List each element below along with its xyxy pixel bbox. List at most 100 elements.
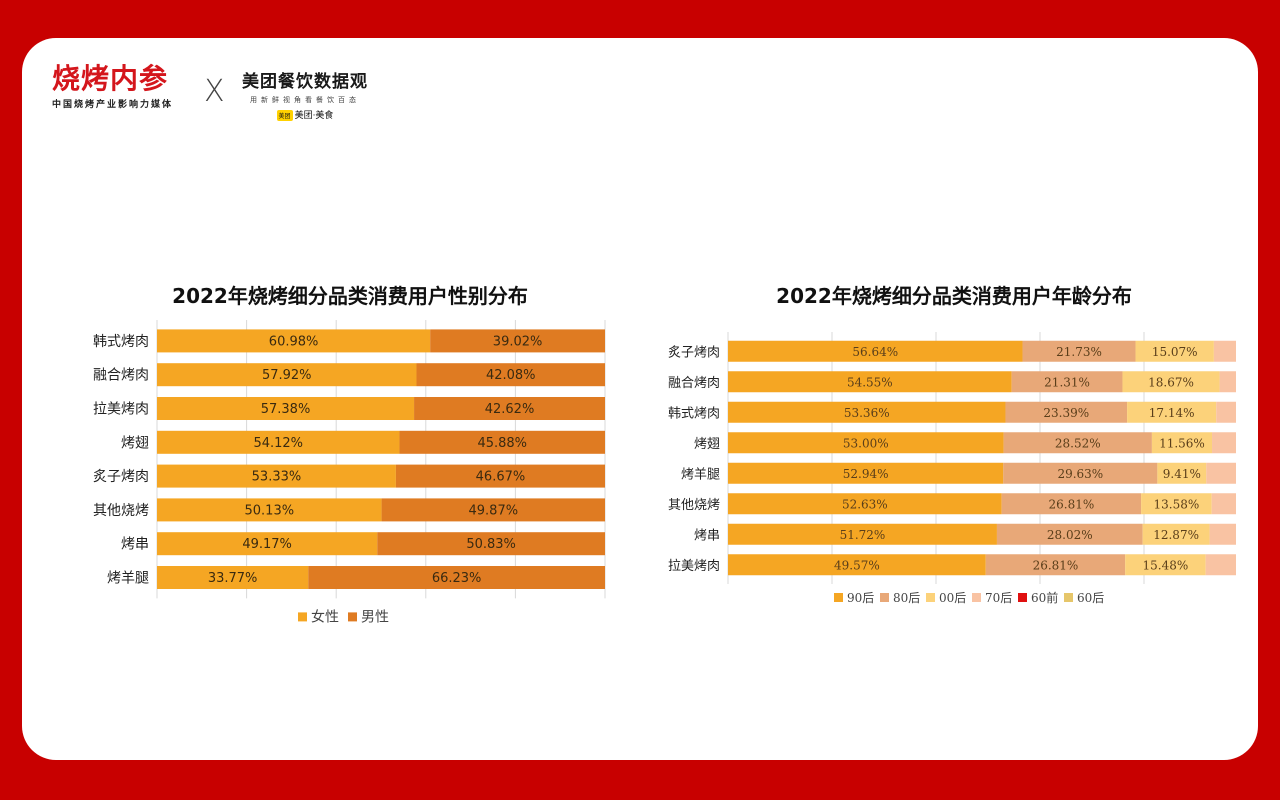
bar-segment [1003,432,1152,454]
legend-label: 女性 [311,608,339,625]
bar-segment [996,523,1143,545]
bar-segment [1206,462,1240,484]
data-label: 49.57% [834,558,880,572]
bar-segment [1212,432,1243,454]
bar-segment [157,397,415,420]
data-label: 29.63% [1057,467,1103,481]
bar-segment [381,498,605,522]
data-label: 57.92% [262,368,312,383]
category-label: 烤翅 [121,435,149,451]
bar-segment [1135,340,1214,362]
bar-segment [1122,371,1220,393]
bar-segment [1022,340,1136,362]
category-label: 烤串 [694,528,720,543]
gender-chart-svg: 韩式烤肉 60.98% 39.02% 融合烤肉 57.92% 42.08% 拉美烤肉 57.3… [93,320,606,625]
category-label: 融合烤肉 [93,368,149,384]
data-label: 52.94% [843,467,889,481]
bar-segment [728,554,986,576]
category-label: 韩式烤肉 [93,334,149,350]
data-label: 11.56% [1159,436,1205,450]
bar-segment [157,498,382,522]
data-label: 45.88% [477,436,527,451]
data-label: 51.72% [840,528,886,542]
data-label: 60.98% [269,334,319,349]
legend-swatch [298,612,307,622]
bar-segment [430,329,605,353]
content-card: 烧烤内参 中国烧烤产业影响力媒体 X 美团餐饮数据观 用新鲜视角看餐饮百态 美团… [22,38,1258,760]
bar-segment [157,532,378,556]
legend-swatch [972,593,981,602]
bar-segment [1011,371,1123,393]
data-label: 66.23% [432,571,482,586]
bar-segment [985,554,1126,576]
brand-left-title: 烧烤内参 [52,62,169,95]
bar-segment [1213,340,1243,362]
meituan-logo-text: 美团·美食 [294,111,334,121]
bar-segment [728,401,1006,423]
bar-segment [1209,523,1241,545]
bar-segment [395,464,605,488]
bar-segment [1157,462,1207,484]
data-label: 15.07% [1152,345,1198,359]
data-label: 26.81% [1048,497,1094,511]
bar-segment [728,493,1002,515]
data-label: 54.12% [253,436,303,451]
bar-segment [157,566,309,589]
bar-segment [416,363,605,387]
data-label: 42.62% [485,402,535,417]
category-label: 烤羊腿 [681,466,720,482]
legend-label: 60前 [1031,590,1058,605]
data-label: 49.87% [469,503,519,518]
brand-right-title: 美团餐饮数据观 [242,72,368,92]
data-label: 54.55% [847,375,893,389]
bar-segment [1219,371,1244,393]
bar-segment [377,532,605,556]
legend-swatch [1018,593,1027,602]
data-label: 56.64% [852,345,898,359]
data-label: 49.17% [242,537,292,552]
category-label: 其他烧烤 [93,503,149,519]
data-label: 21.31% [1044,375,1090,389]
age-chart: 炙子烤肉 56.64% 21.73% 15.07% 融合烤肉 54.55% 21.31% 18… [626,330,1249,634]
brand-left-subtitle: 中国烧烤产业影响力媒体 [52,100,174,110]
legend-label: 70后 [985,591,1012,605]
data-label: 50.13% [245,503,295,518]
data-label: 53.36% [844,406,890,420]
brand-logo-shaokao: 烧烤内参 中国烧烤产业影响力媒体 [52,62,174,111]
data-label: 15.48% [1143,558,1189,572]
bar-segment [1216,401,1244,423]
data-label: 52.63% [842,497,888,511]
data-label: 21.73% [1056,345,1102,359]
category-label: 烤串 [121,537,149,553]
data-label: 33.77% [208,571,258,586]
legend-swatch [880,593,889,602]
data-label: 13.58% [1154,497,1200,511]
category-label: 炙子烤肉 [668,345,720,360]
bar-segment [157,329,431,353]
category-label: 拉美烤肉 [93,402,149,418]
legend-label: 90后 [847,591,874,605]
gender-chart: 韩式烤肉 60.98% 39.02% 融合烤肉 57.92% 42.08% 拉美烤肉 57.3… [52,318,632,642]
data-label: 9.41% [1163,467,1201,481]
brand-logo-meituan: 美团餐饮数据观 用新鲜视角看餐饮百态 美团 美团·美食 [242,67,368,121]
legend-swatch [834,593,843,602]
bar-segment [728,371,1012,393]
bar-segment [728,432,1004,454]
data-label: 12.87% [1153,528,1199,542]
bar-segment [414,397,605,420]
bar-segment [1001,493,1142,515]
data-label: 46.67% [476,470,526,485]
bar-segment [157,464,396,488]
bar-segment [1005,401,1128,423]
gender-chart-title: 2022年烧烤细分品类消费用户性别分布 [172,284,528,308]
bar-segment [308,566,605,589]
bar-segment [728,523,997,545]
bar-segment [1125,554,1206,576]
data-label: 53.00% [843,436,889,450]
legend-swatch [926,593,935,602]
legend-label: 男性 [361,609,389,625]
legend-label: 00后 [939,591,966,605]
category-label: 炙子烤肉 [93,469,149,485]
category-label: 烤翅 [694,436,720,452]
data-label: 18.67% [1148,375,1194,389]
